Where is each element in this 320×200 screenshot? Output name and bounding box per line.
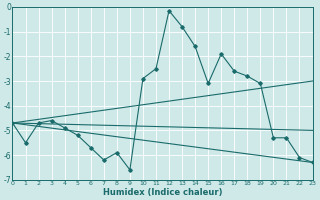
X-axis label: Humidex (Indice chaleur): Humidex (Indice chaleur): [103, 188, 222, 197]
